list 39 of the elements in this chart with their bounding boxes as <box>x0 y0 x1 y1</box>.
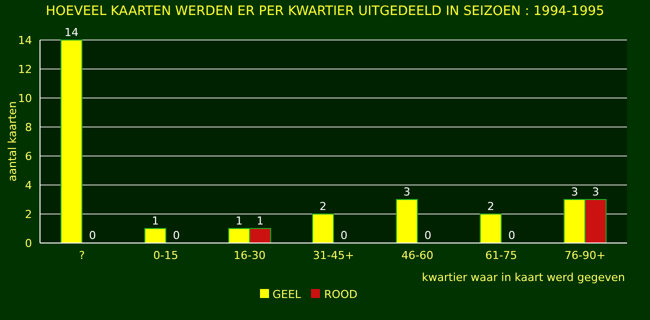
data-label: 0 <box>172 229 180 242</box>
data-label: 1 <box>152 214 159 228</box>
legend-label: ROOD <box>324 288 358 301</box>
data-label: 2 <box>320 200 327 213</box>
y-axis-title: aantal kaarten <box>6 101 19 182</box>
bar <box>312 214 334 244</box>
data-label: 0 <box>340 229 348 242</box>
y-tick-label: 8 <box>25 120 32 134</box>
data-label: 3 <box>592 186 600 198</box>
data-label: 3 <box>571 186 578 198</box>
bar <box>60 40 82 244</box>
data-label: 14 <box>64 26 78 39</box>
x-axis-title: kwartier waar in kaart werd gegeven <box>422 271 626 284</box>
y-tick-label: 0 <box>25 236 32 250</box>
y-tick-label: 12 <box>18 62 32 76</box>
x-tick-label: 16-30 <box>234 248 266 262</box>
x-tick-label: 46-60 <box>401 248 434 262</box>
legend-label: GEEL <box>272 288 302 301</box>
data-label: 0 <box>424 229 432 242</box>
data-label: 3 <box>403 186 410 198</box>
chart-title: HOEVEEL KAARTEN WERDEN ER PER KWARTIER UITGEDEELD IN SEIZOEN : 1994-1995 <box>44 4 606 19</box>
data-label: 2 <box>487 200 494 213</box>
bar <box>396 199 418 244</box>
x-tick-label: ? <box>79 248 86 262</box>
bar <box>144 228 166 244</box>
y-tick-label: 4 <box>25 178 32 192</box>
x-tick-label: 31-45+ <box>312 248 354 262</box>
x-tick-label: 76-90+ <box>564 248 606 262</box>
y-tick-label: 2 <box>25 208 32 221</box>
x-tick-label: 61-75 <box>485 248 518 262</box>
data-label: 1 <box>256 214 264 228</box>
x-tick-label: 0-15 <box>153 248 178 262</box>
y-tick-label: 10 <box>18 92 32 105</box>
data-label: 0 <box>88 229 96 242</box>
bar <box>480 214 502 244</box>
y-tick-label: 6 <box>25 150 32 163</box>
data-label: 0 <box>508 229 516 242</box>
data-label: 1 <box>236 214 243 228</box>
y-tick-label: 14 <box>18 34 32 47</box>
